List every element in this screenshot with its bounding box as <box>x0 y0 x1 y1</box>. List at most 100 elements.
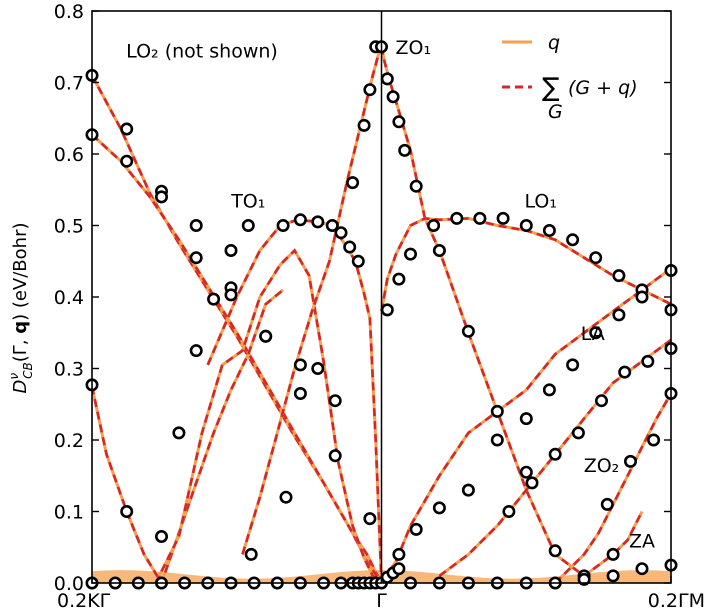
series-5-point <box>363 83 377 97</box>
series-8-point <box>612 308 626 322</box>
series-4-point <box>276 219 290 233</box>
series-5-point <box>279 490 293 504</box>
series-6-point <box>490 404 504 418</box>
series-4-point <box>311 215 325 229</box>
bottom-point <box>392 562 406 576</box>
legend: q ∑ G (G + q) <box>502 32 638 123</box>
series-7-point <box>450 211 464 225</box>
y-label-bold: q <box>10 321 31 334</box>
series-8-point <box>635 290 649 304</box>
branch-annotation: TO₁ <box>230 191 265 213</box>
series-6-point <box>432 244 446 258</box>
y-tick-label: 0.2 <box>54 430 84 452</box>
series-6-dashed-line <box>380 46 644 578</box>
series-10-point <box>647 433 661 447</box>
branch-annotation: ZA <box>629 530 655 552</box>
legend-label-q: q <box>548 32 560 54</box>
series-2-dashed-line <box>90 288 284 587</box>
points-layer <box>85 40 678 590</box>
series-8-dashed-line <box>380 267 672 584</box>
series-1-point <box>293 358 307 372</box>
series-6-point <box>398 143 412 157</box>
series-9-point <box>525 476 539 490</box>
series-4-point <box>325 219 339 233</box>
series-8-point <box>409 522 423 536</box>
y-tick-label: 0.1 <box>54 502 84 524</box>
series-3-point <box>189 344 203 358</box>
series-2-point <box>120 504 134 518</box>
series-1-dashed-line <box>91 133 383 584</box>
series-7-point <box>403 247 417 261</box>
series-8-point <box>589 326 603 340</box>
legend-label-sum: (G + q) <box>568 77 638 99</box>
y-label-sup: ν <box>7 373 21 380</box>
series-10-point <box>600 497 614 511</box>
series-9-point <box>571 426 585 440</box>
y-tick-label: 0.5 <box>54 216 84 238</box>
series-7-dashed-line <box>380 217 672 312</box>
series-1-point <box>120 154 134 168</box>
series-5-point <box>244 547 258 561</box>
series-0-point <box>120 122 134 136</box>
series-5-point <box>357 118 371 132</box>
series-6-point <box>461 324 475 338</box>
series-2-solid-line <box>90 288 285 587</box>
series-8-point <box>392 547 406 561</box>
series-8-point <box>519 412 533 426</box>
series-3-dashed-line <box>154 248 383 585</box>
series-1-point <box>155 190 169 204</box>
series-4-dashed-line <box>206 218 383 584</box>
legend-sum-subscript: G <box>548 101 563 123</box>
series-1-point <box>224 288 238 302</box>
series-9-point <box>594 394 608 408</box>
series-6-point <box>380 72 394 86</box>
series-9-point <box>641 354 655 368</box>
series-6-point <box>409 179 423 193</box>
series-7-point <box>589 251 603 265</box>
series-3-point <box>241 219 255 233</box>
series-4-point <box>334 226 348 240</box>
series-7-point <box>566 233 580 247</box>
x-tick-label: 0.2ΓM <box>648 590 705 612</box>
series-7-point <box>612 269 626 283</box>
y-label-args: (Γ, <box>10 334 31 363</box>
series-7-point <box>380 303 394 317</box>
series-6-solid-line <box>380 46 644 578</box>
legend-sum-symbol: ∑ <box>542 73 560 103</box>
series-4-point <box>351 254 365 268</box>
series-0-point <box>189 251 203 265</box>
series-7-point <box>496 211 510 225</box>
y-label-sub: CB <box>21 362 35 379</box>
y-label-tail: ) (eV/Bohr) <box>10 222 31 320</box>
series-0-point <box>328 449 342 463</box>
y-label-main: D <box>10 380 31 394</box>
series-5-dashed-line <box>241 46 383 555</box>
series-9-point <box>548 447 562 461</box>
y-tick-label: 0.3 <box>54 359 84 381</box>
series-3-point <box>172 426 186 440</box>
branch-annotation: ZO₁ <box>396 37 432 59</box>
branch-annotation: LO₁ <box>524 191 556 213</box>
series-8-point <box>566 358 580 372</box>
series-6-point <box>386 90 400 104</box>
series-1-point <box>189 219 203 233</box>
y-tick-label: 0.0 <box>54 573 84 595</box>
series-8-point <box>461 483 475 497</box>
series-8-point <box>490 433 504 447</box>
bottom-point <box>635 562 649 576</box>
annotations-layer: LO₂ (not shown) ZO₁ TO₁ LO₁ LA ZO₂ ZA <box>126 37 655 552</box>
y-axis-label: DνCB(Γ, q) (eV/Bohr) <box>7 222 35 393</box>
branch-annotation: LO₂ (not shown) <box>126 41 278 63</box>
bottom-point <box>577 572 591 586</box>
series-1-point <box>259 329 273 343</box>
x-tick-label: Γ <box>376 590 387 612</box>
series-9-point <box>502 504 516 518</box>
y-tick-label: 0.8 <box>54 1 84 23</box>
y-tick-label: 0.4 <box>54 287 84 309</box>
series-7-point <box>542 224 556 238</box>
series-7-point <box>473 211 487 225</box>
series-8-point <box>432 501 446 515</box>
series-7-solid-line <box>380 216 672 312</box>
series-7-point <box>392 272 406 286</box>
